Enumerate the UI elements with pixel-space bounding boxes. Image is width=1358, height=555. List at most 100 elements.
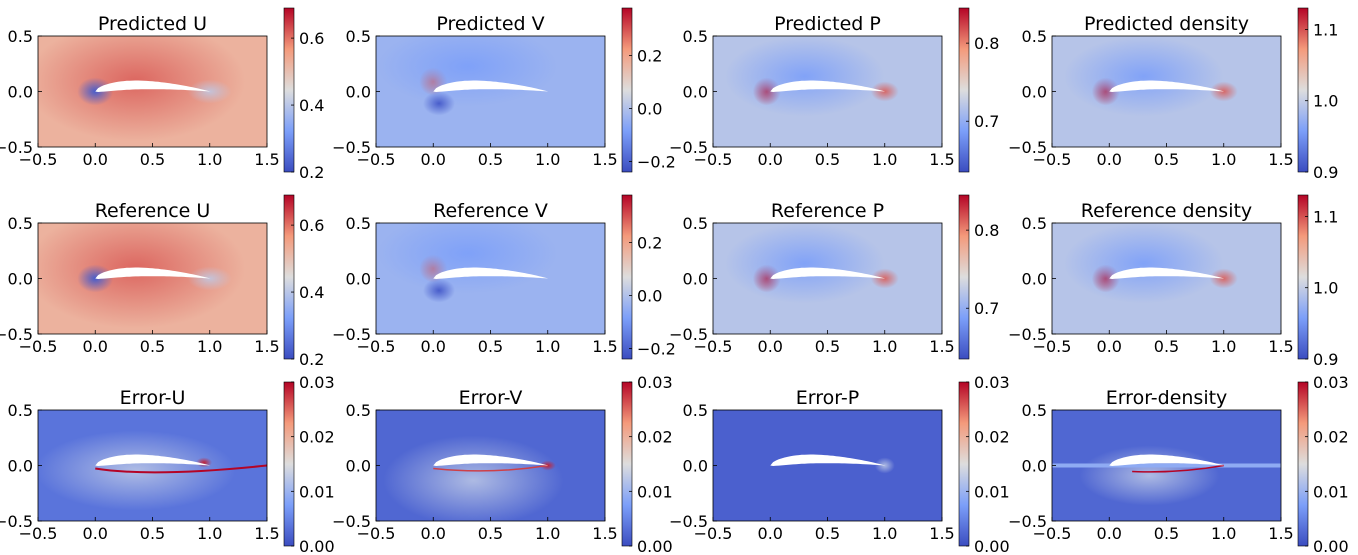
x-tick-label: 1.0 xyxy=(197,524,222,543)
x-tick-label: 1.0 xyxy=(872,524,897,543)
colorbar-gradient xyxy=(621,194,633,360)
y-tick-label: 0.0 xyxy=(346,270,371,289)
y-tick-label: −0.5 xyxy=(0,325,33,344)
colorbar-tick-label: 0.00 xyxy=(637,537,673,555)
field-map xyxy=(713,223,942,334)
x-tick-label: −0.5 xyxy=(1033,337,1072,356)
field-feature xyxy=(1209,81,1238,102)
y-tick-label: −0.5 xyxy=(0,512,33,531)
colorbar-tick-label: 0.01 xyxy=(637,482,673,501)
panel-title: Reference P xyxy=(771,200,884,222)
y-tick-label: 0.0 xyxy=(683,270,708,289)
x-tick-label: 0.0 xyxy=(758,337,783,356)
colorbar-tick-label: 0.00 xyxy=(299,537,335,555)
colorbar-gradient xyxy=(1297,194,1309,360)
x-tick-label: 1.5 xyxy=(1268,150,1293,169)
colorbar-tick-label: −0.2 xyxy=(637,339,676,358)
colorbar-tick-label: 0.6 xyxy=(299,29,324,48)
x-tick-label: 0.5 xyxy=(478,524,503,543)
panel-title: Error-P xyxy=(796,387,859,409)
x-tick-label: 1.0 xyxy=(1211,150,1236,169)
field-map xyxy=(376,36,605,147)
x-tick-label: 0.0 xyxy=(1097,150,1122,169)
x-tick-label: 0.0 xyxy=(421,337,446,356)
colorbar-tick-label: 0.02 xyxy=(1313,428,1349,447)
x-tick-label: 1.5 xyxy=(592,524,617,543)
airfoil-shape xyxy=(95,454,210,466)
field-background xyxy=(713,410,942,521)
y-tick-label: 0.0 xyxy=(346,457,371,476)
y-tick-label: 0.0 xyxy=(1022,83,1047,102)
colorbar-gradient xyxy=(958,381,970,547)
colorbar-tick-label: 0.01 xyxy=(1313,482,1349,501)
field-map xyxy=(376,223,605,334)
colorbar: 0.00 0.01 0.02 0.03 xyxy=(283,373,335,555)
x-tick-label: −0.5 xyxy=(357,150,396,169)
y-tick-label: −0.5 xyxy=(0,138,33,157)
y-tick-label: −0.5 xyxy=(1008,325,1047,344)
panel-d-predicted: Predicted density −0.5 0.0 0.5 1.0 1.5 0.5 0.0 −… xyxy=(1008,7,1338,182)
x-tick-label: −0.5 xyxy=(19,150,58,169)
x-tick-label: 0.0 xyxy=(83,150,108,169)
field-map xyxy=(38,36,267,147)
x-tick-label: 0.5 xyxy=(140,337,165,356)
colorbar-tick-label: 0.0 xyxy=(637,287,662,306)
x-tick-label: 1.0 xyxy=(872,150,897,169)
panel-title: Predicted V xyxy=(436,13,544,35)
x-tick-label: 0.5 xyxy=(1154,524,1179,543)
x-tick-label: −0.5 xyxy=(19,337,58,356)
colorbar-tick-label: 0.02 xyxy=(299,428,335,447)
colorbar-tick-label: 0.02 xyxy=(637,428,673,447)
x-tick-label: −0.5 xyxy=(694,524,733,543)
colorbar-tick-label: 0.9 xyxy=(1313,163,1338,182)
x-tick-label: 0.5 xyxy=(478,150,503,169)
x-tick-label: 1.5 xyxy=(929,524,954,543)
airfoil-shape xyxy=(433,454,548,466)
y-tick-label: −0.5 xyxy=(332,512,371,531)
panel-d-reference: Reference density −0.5 0.0 0.5 1.0 1.5 0.5 0.0 −… xyxy=(1008,194,1338,369)
colorbar-tick-label: 0.03 xyxy=(637,373,673,392)
airfoil-shape xyxy=(770,454,885,466)
colorbar-tick-label: 1.0 xyxy=(1313,92,1338,111)
y-tick-label: 0.0 xyxy=(683,457,708,476)
airfoil-shape xyxy=(95,267,210,279)
colorbar-gradient xyxy=(1297,381,1309,547)
field-feature xyxy=(38,430,236,511)
field-map xyxy=(1052,223,1281,334)
colorbar-tick-label: 0.7 xyxy=(974,299,999,318)
panel-title: Error-V xyxy=(459,387,523,409)
colorbar: −0.2 0.0 0.2 xyxy=(621,7,676,173)
y-tick-label: 0.5 xyxy=(346,401,371,420)
colorbar-tick-label: −0.2 xyxy=(637,152,676,171)
field-feature xyxy=(724,223,885,304)
colorbar-tick-label: 0.2 xyxy=(299,350,324,369)
x-tick-label: 1.0 xyxy=(1211,524,1236,543)
y-tick-label: 0.5 xyxy=(683,214,708,233)
panel-p-predicted: Predicted P −0.5 0.0 0.5 1.0 1.5 0.5 0.0 −0.5 0.7… xyxy=(669,7,999,173)
y-tick-label: 0.5 xyxy=(8,401,33,420)
panel-v-reference: Reference V −0.5 0.0 0.5 1.0 1.5 0.5 0.0 −0.5 −0.… xyxy=(332,194,676,360)
field-feature xyxy=(870,268,899,289)
colorbar-gradient xyxy=(283,381,295,547)
panel-ev-error: Error-V−0.5 0.0 0.5 1.0 1.50.50.0−0.50.000.0… xyxy=(332,373,672,555)
panel-title: Predicted P xyxy=(774,13,881,35)
x-tick-label: 1.5 xyxy=(929,337,954,356)
y-tick-label: −0.5 xyxy=(669,325,708,344)
panel-title: Reference density xyxy=(1081,200,1252,222)
x-tick-label: 1.5 xyxy=(929,150,954,169)
y-tick-label: 0.0 xyxy=(8,457,33,476)
airfoil-shape xyxy=(95,80,210,92)
field-feature xyxy=(77,264,114,293)
x-tick-label: 1.5 xyxy=(592,337,617,356)
colorbar-tick-label: 0.2 xyxy=(299,163,324,182)
y-tick-label: 0.5 xyxy=(8,27,33,46)
field-feature xyxy=(196,457,213,468)
field-map xyxy=(38,223,267,334)
x-tick-label: 0.5 xyxy=(815,524,840,543)
colorbar: 0.9 1.0 1.1 xyxy=(1297,7,1338,182)
y-tick-label: 0.5 xyxy=(1022,214,1047,233)
colorbar: 0.7 0.8 xyxy=(958,194,999,360)
x-tick-label: 0.0 xyxy=(421,150,446,169)
panel-title: Reference V xyxy=(433,200,548,222)
